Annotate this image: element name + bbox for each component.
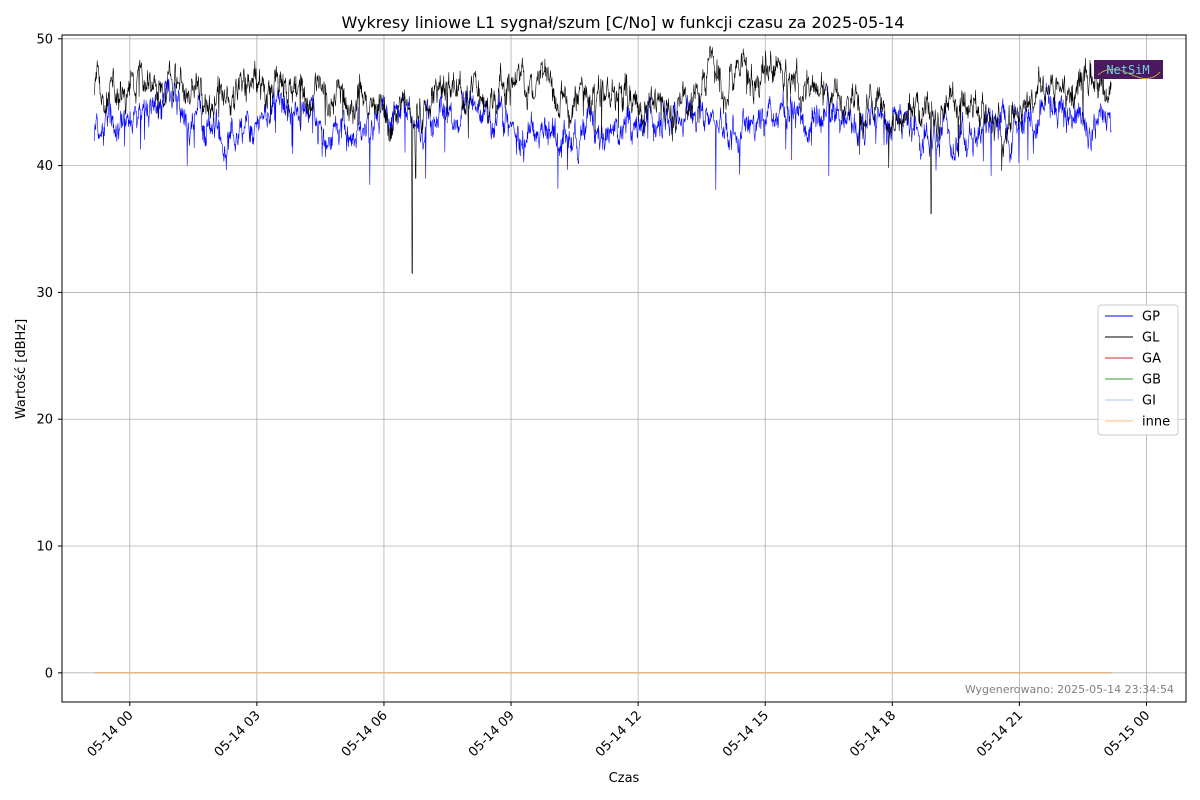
x-tick-label: 05-15 00 [1101,708,1153,760]
y-tick-label: 30 [36,286,53,301]
x-tick-label: 05-14 06 [339,708,391,760]
x-tick-label: 05-14 18 [847,708,899,760]
legend-label-ga: GA [1142,352,1161,367]
legend-label-inne: inne [1142,415,1170,430]
y-axis-title: Wartość [dBHz] [14,319,29,419]
series-lines [94,45,1112,674]
x-tick-label: 05-14 15 [720,708,772,760]
x-tick-label: 05-14 21 [974,708,1026,760]
series-line-gl [94,45,1112,274]
legend-label-gl: GL [1142,331,1160,346]
legend: GP GL GA GB GI inne [1097,304,1179,436]
x-axis-ticks: 05-14 00 05-14 03 05-14 06 05-14 09 05-14 12… [85,702,1153,760]
y-tick-label: 40 [36,159,53,174]
legend-label-gb: GB [1142,373,1161,388]
x-tick-label: 05-14 03 [212,708,264,760]
netsim-logo: NetSiM [1094,60,1163,79]
y-axis-ticks: 0 10 20 30 40 50 [36,32,62,681]
plot-frame [61,34,1187,703]
logo-text: NetSiM [1106,63,1149,77]
x-tick-label: 05-14 12 [593,708,645,760]
grid-lines [62,35,1186,702]
y-tick-label: 0 [45,666,53,681]
x-axis-title: Czas [609,771,640,786]
series-line-gp [94,78,1112,190]
x-tick-label: 05-14 09 [466,708,518,760]
y-tick-label: 10 [36,540,53,555]
generated-timestamp: Wygenerowano: 2025-05-14 23:34:54 [965,683,1174,696]
y-tick-label: 20 [36,413,53,428]
legend-label-gi: GI [1142,394,1156,409]
y-tick-label: 50 [36,32,53,47]
chart-title: Wykresy liniowe L1 sygnał/szum [C/No] w … [342,13,905,32]
x-tick-label: 05-14 00 [85,708,137,760]
legend-label-gp: GP [1142,310,1160,325]
